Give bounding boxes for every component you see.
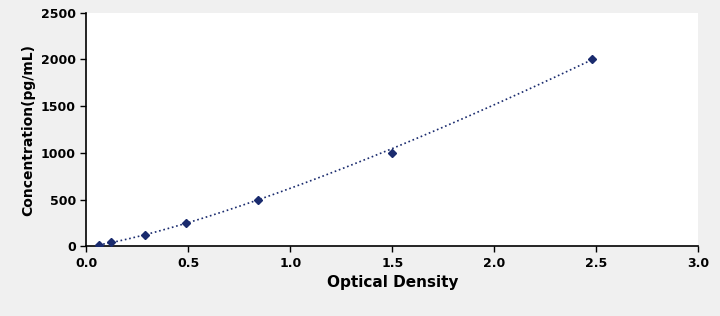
X-axis label: Optical Density: Optical Density [327, 276, 458, 290]
Y-axis label: Concentration(pg/mL): Concentration(pg/mL) [22, 44, 35, 216]
